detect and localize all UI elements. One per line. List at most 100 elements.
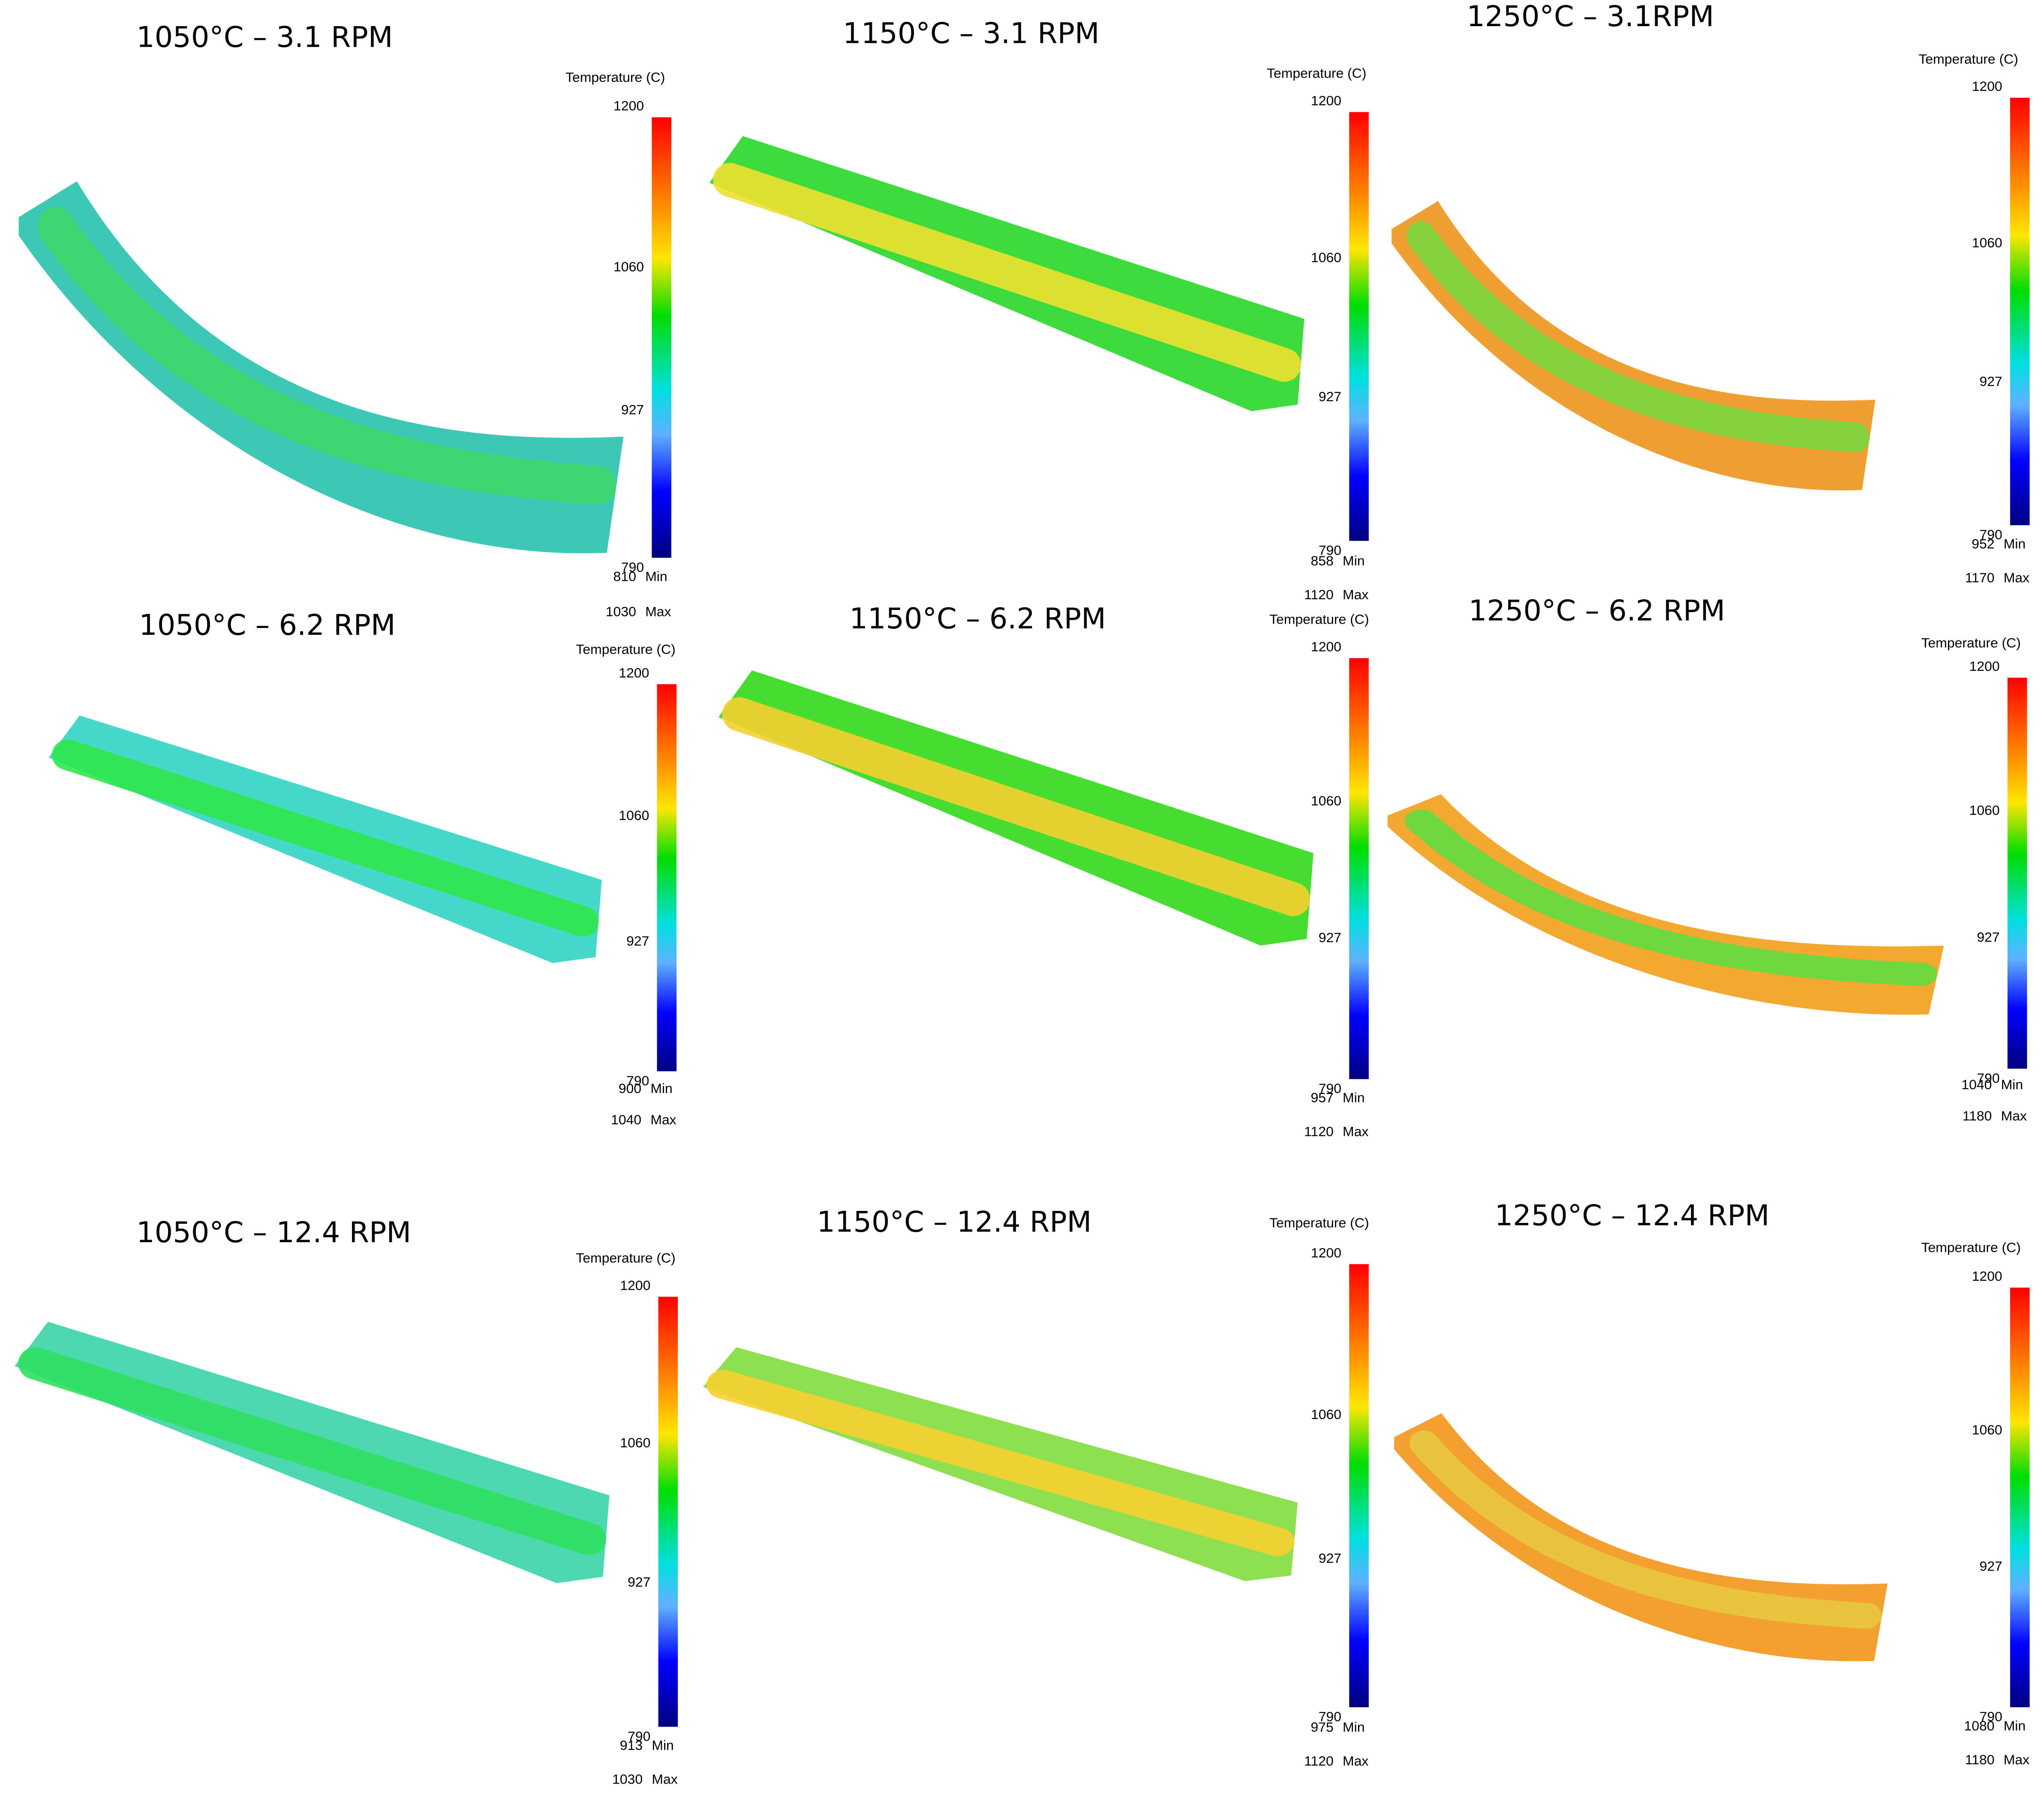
colorbar-tick-label: 1200 [619,665,649,680]
colorbar-tick-label: 1200 [613,98,644,114]
colorbar-tick-label: 927 [628,1574,650,1590]
min-value: 957 [1311,1090,1334,1105]
colorbar [657,684,677,1072]
max-label: Max [2004,570,2029,585]
panel-title: 1150°C – 3.1 RPM [843,17,1099,50]
colorbar-tick-label: 1060 [1311,1407,1341,1422]
colorbar [658,1297,678,1727]
max-value: 1170 [1965,570,1995,585]
max-value: 1030 [606,604,636,619]
colorbar-tick-label: 1060 [1972,1422,2002,1438]
colorbar-tick-label: 1060 [613,259,644,274]
colorbar-tick-label: 927 [1319,1550,1341,1566]
colorbar [1349,112,1369,541]
panel-title: 1250°C – 3.1RPM [1467,0,1714,33]
colorbar-tick-label: 1200 [620,1277,650,1293]
panel-title: 1150°C – 6.2 RPM [849,602,1106,635]
colorbar-tick-label: 790 [621,559,644,575]
colorbar-tick-label: 1060 [1311,793,1341,808]
colorbar-tick-label: 790 [1979,1709,2002,1724]
panel-title: 1250°C – 6.2 RPM [1469,594,1725,628]
colorbar-tick-label: 790 [1319,1709,1341,1724]
colorbar-tick-label: 790 [1979,527,2002,542]
min-label: Min [1343,1090,1365,1105]
part-hot-zone [722,697,1311,916]
panel-title: 1050°C – 6.2 RPM [139,608,395,642]
min-value: 1080 [1964,1718,1994,1733]
panel-title: 1250°C – 12.4 RPM [1495,1198,1770,1232]
colorbar [1349,1264,1369,1707]
legend-title: Temperature (C) [1269,612,1369,627]
max-label: Max [2004,1752,2029,1767]
legend-title: Temperature (C) [565,69,665,85]
legend-title: Temperature (C) [576,1250,675,1265]
min-label: Min [652,1738,673,1753]
part-hot-zone [37,207,616,505]
colorbar-tick-label: 1200 [1311,93,1341,108]
part-hot-zone [18,1347,606,1556]
colorbar-tick-label: 790 [1977,1070,1999,1086]
max-value: 1040 [611,1112,641,1127]
min-label: Min [645,568,667,584]
max-value: 1120 [1304,1753,1334,1769]
min-value: 858 [1311,553,1334,568]
colorbar-tick-label: 790 [626,1073,649,1088]
colorbar-tick-label: 790 [628,1728,650,1744]
min-value: 913 [620,1738,643,1753]
min-label: Min [650,1081,672,1096]
min-value: 952 [1972,536,1994,551]
colorbar [1349,658,1369,1079]
min-value: 975 [1311,1719,1334,1735]
max-label: Max [2001,1108,2027,1123]
max-label: Max [1343,1753,1368,1769]
colorbar-tick-label: 1060 [1311,249,1341,265]
colorbar-tick-label: 1200 [1972,1268,2002,1284]
legend-title: Temperature (C) [1921,1240,2021,1255]
max-label: Max [650,1112,676,1127]
panel-title: 1050°C – 3.1 RPM [136,21,393,54]
legend-title: Temperature (C) [1267,66,1366,81]
max-label: Max [652,1772,677,1787]
colorbar-tick-label: 927 [621,402,644,417]
min-label: Min [2001,1077,2023,1092]
colorbar [2010,1287,2030,1707]
min-label: Min [1343,1719,1365,1735]
colorbar-tick-label: 1060 [619,808,649,823]
colorbar [652,117,672,558]
colorbar-tick-label: 927 [626,933,649,949]
colorbar-tick-label: 927 [1977,929,1999,945]
colorbar-tick-label: 790 [1319,543,1341,558]
part-hot-zone [713,163,1301,382]
legend-title: Temperature (C) [1921,635,2021,650]
min-label: Min [2004,536,2026,551]
legend-title: Temperature (C) [1918,51,2018,66]
panel-title: 1050°C – 12.4 RPM [136,1216,411,1249]
part-hot-zone [1407,221,1870,453]
part-hot-zone [1404,809,1937,986]
min-label: Min [2004,1718,2026,1733]
max-label: Max [1343,587,1368,602]
max-value: 1180 [1965,1752,1995,1767]
max-value: 1030 [612,1772,643,1787]
max-label: Max [645,604,671,619]
colorbar-tick-label: 1060 [1969,802,2000,818]
colorbar-tick-label: 927 [1979,1558,2002,1574]
min-value: 900 [619,1081,641,1096]
max-label: Max [1343,1124,1368,1139]
min-value: 1040 [1961,1077,1992,1092]
panel-title: 1150°C – 12.4 RPM [817,1205,1091,1239]
part-hot-zone [1409,1430,1882,1629]
legend-title: Temperature (C) [576,642,675,657]
colorbar-tick-label: 1200 [1969,658,2000,674]
colorbar-tick-label: 927 [1319,389,1341,404]
max-value: 1120 [1304,587,1334,602]
part-hot-zone [706,1370,1295,1556]
colorbar [2010,98,2030,526]
colorbar-tick-label: 927 [1979,374,2002,389]
legend-title: Temperature (C) [1269,1215,1369,1230]
max-value: 1180 [1963,1108,1992,1123]
max-value: 1120 [1304,1124,1334,1139]
colorbar-tick-label: 1060 [1972,235,2002,250]
